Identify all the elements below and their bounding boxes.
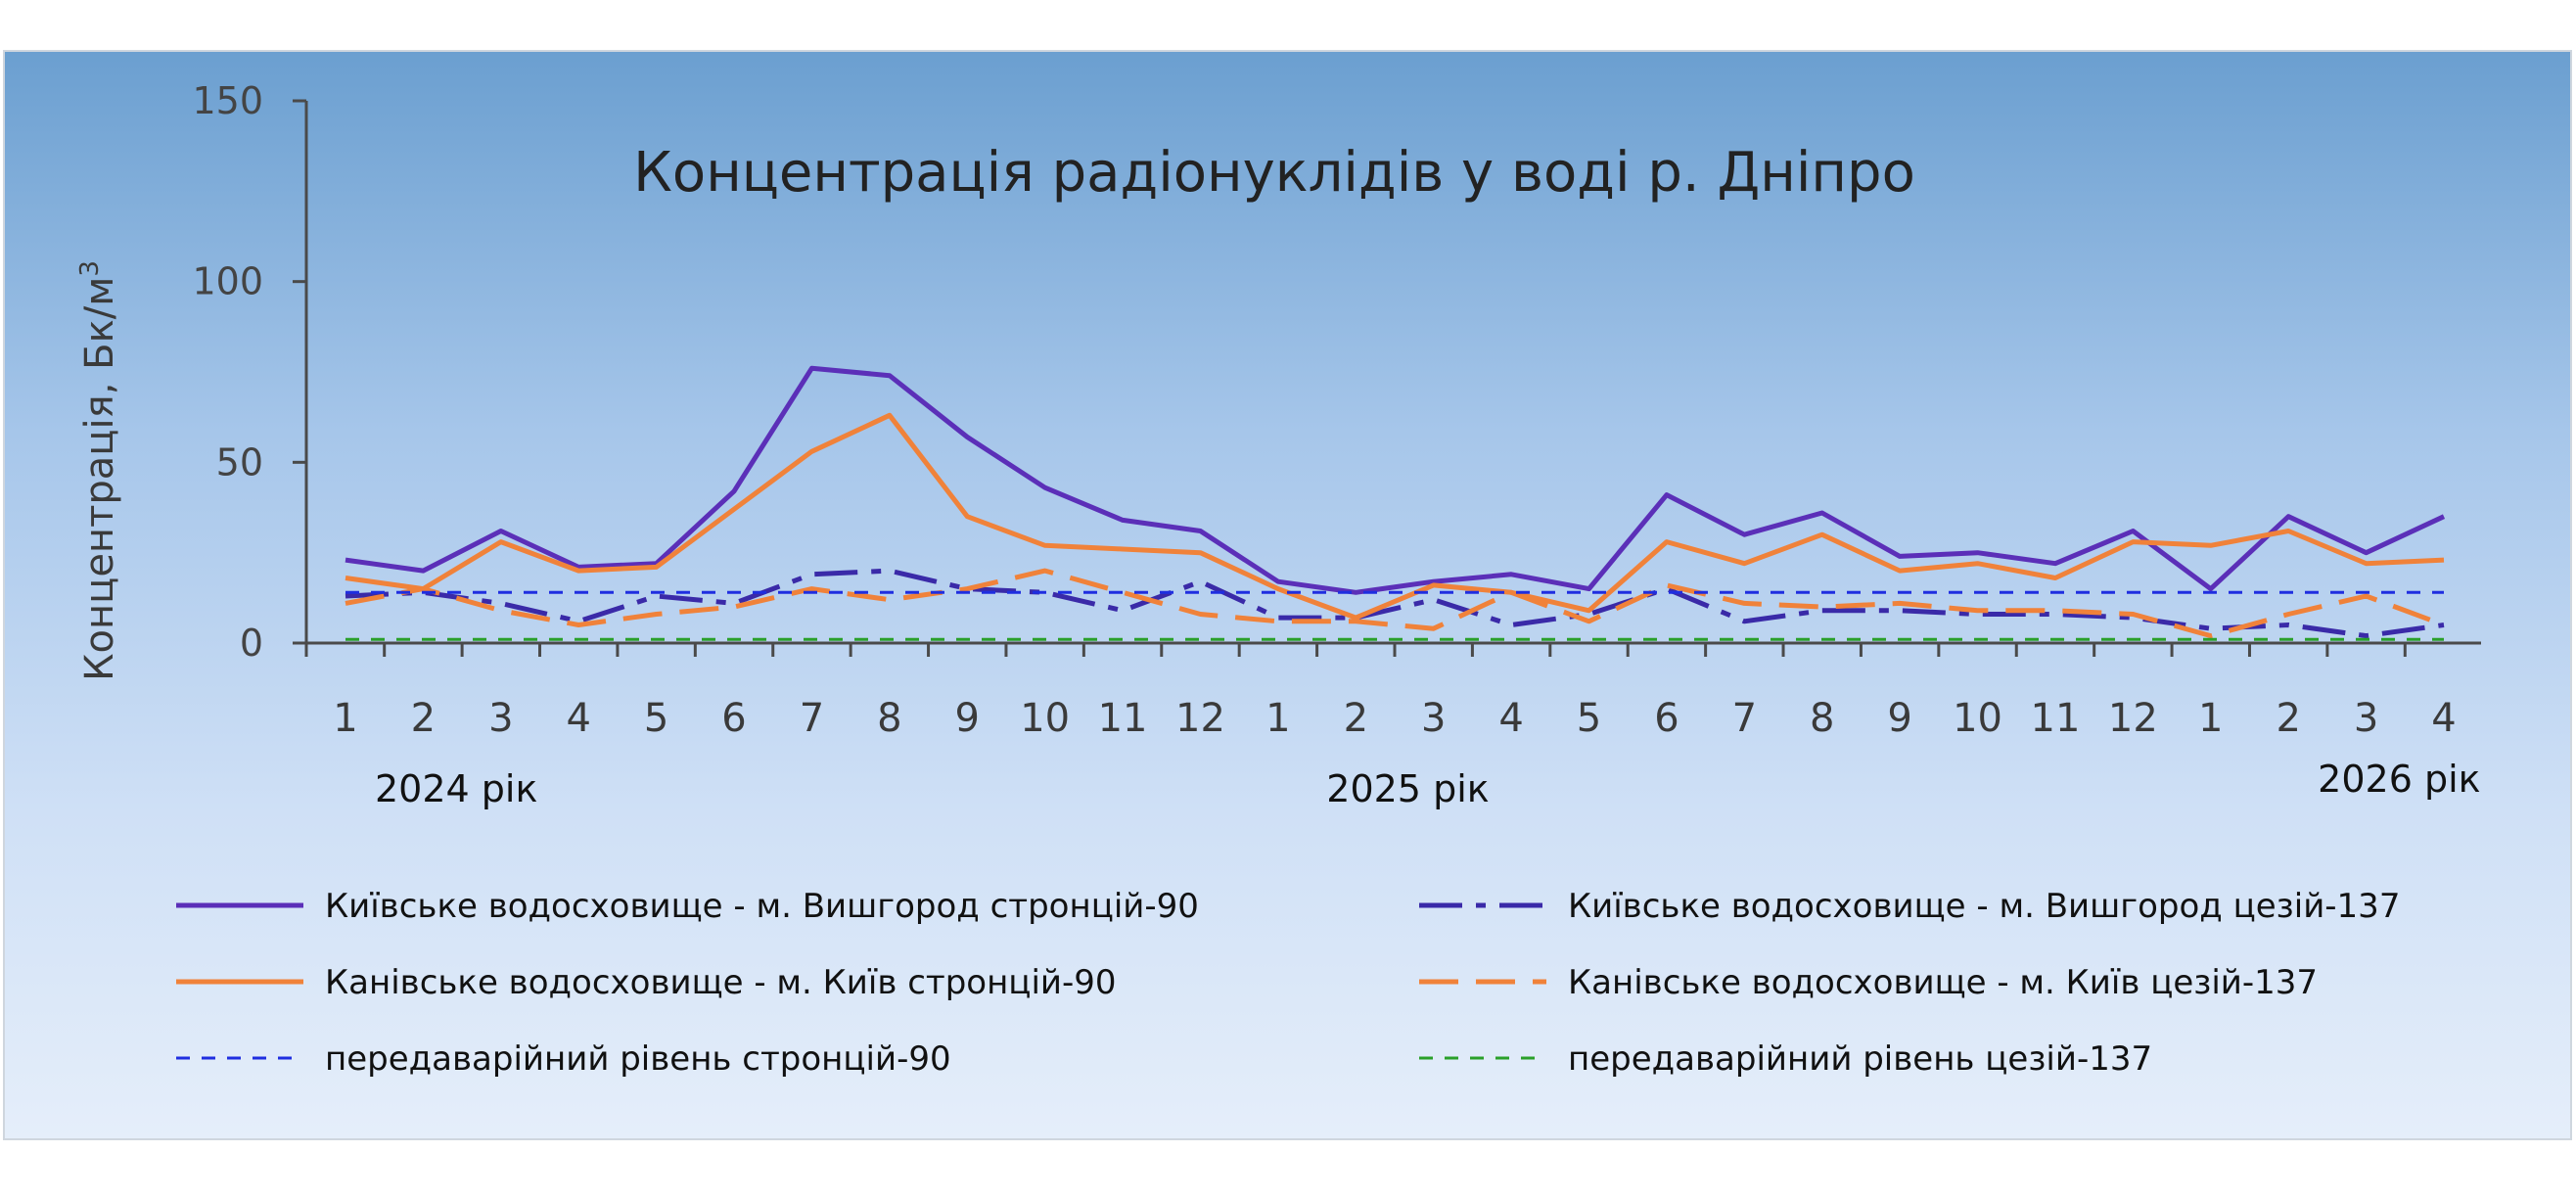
series-line-3	[345, 412, 2445, 621]
x-tick-label: 12	[2108, 696, 2158, 741]
x-tick-label: 1	[333, 696, 357, 741]
x-tick-label: 7	[800, 696, 824, 741]
x-tick-label: 7	[1732, 696, 1757, 741]
chart-panel: Концентрація радіонуклідів у воді р. Дні…	[3, 50, 2572, 1140]
x-tick-label: 1	[2198, 696, 2223, 741]
x-tick-label: 4	[566, 696, 590, 741]
svg-text:Концентрація, Бк/м3: Концентрація, Бк/м3	[75, 260, 122, 681]
x-tick-label: 8	[877, 696, 901, 741]
y-tick-label: 150	[192, 79, 263, 122]
legend-label: Канівське водосховище - м. Київ цезій-13…	[1568, 963, 2318, 1002]
chart-svg: Концентрація радіонуклідів у воді р. Дні…	[75, 79, 2481, 1079]
x-tick-label: 6	[1654, 696, 1679, 741]
y-axis-label-superscript: 3	[75, 260, 105, 277]
y-axis-label-text: Концентрація, Бк/м	[77, 277, 122, 681]
x-tick-label: 4	[1498, 696, 1523, 741]
x-tick-label: 11	[2031, 696, 2081, 741]
legend-label: Київське водосховище - м. Вишгород цезій…	[1568, 887, 2400, 926]
x-tick-label: 5	[644, 696, 668, 741]
x-tick-label: 2	[411, 696, 436, 741]
y-axis-label: Концентрація, Бк/м3	[75, 260, 122, 681]
legend-label: Канівське водосховище - м. Київ стронцій…	[325, 963, 1117, 1002]
x-tick-label: 12	[1175, 696, 1225, 741]
legend-label: передаварійний рівень стронцій-90	[325, 1039, 951, 1079]
x-tick-label: 11	[1098, 696, 1148, 741]
x-tick-label: 3	[488, 696, 513, 741]
x-tick-label: 2	[1344, 696, 1368, 741]
x-tick-label: 1	[1265, 696, 1290, 741]
axes: 0 50 100 150	[192, 79, 2481, 665]
x-tick-label: 3	[1421, 696, 1446, 741]
series-line-2	[345, 568, 2445, 639]
x-tick-label: 9	[955, 696, 980, 741]
legend-label: Київське водосховище - м. Вишгород строн…	[325, 887, 1199, 926]
legend-label: передаварійний рівень цезій-137	[1568, 1039, 2152, 1079]
y-tick-label: 50	[216, 440, 263, 484]
year-label: 2026 рік	[2318, 758, 2480, 801]
chart-title: Концентрація радіонуклідів у воді р. Дні…	[633, 141, 1915, 205]
x-tick-label: 6	[721, 696, 746, 741]
y-tick-label: 0	[240, 622, 263, 665]
series-lines	[345, 365, 2446, 641]
x-tick-label: 3	[2354, 696, 2378, 741]
x-tick-label: 8	[1810, 696, 1834, 741]
x-tick-label: 10	[1953, 696, 2002, 741]
year-label: 2024 рік	[375, 767, 537, 810]
x-tick-label: 4	[2431, 696, 2456, 741]
x-tick-label: 5	[1577, 696, 1601, 741]
x-tick-label: 9	[1887, 696, 1911, 741]
y-tick-label: 100	[192, 260, 263, 303]
x-tick-label: 2	[2276, 696, 2300, 741]
year-label: 2025 рік	[1326, 767, 1489, 810]
series-line-4	[345, 568, 2445, 639]
legend: Київське водосховище - м. Вишгород строн…	[176, 887, 2400, 1079]
series-line-1	[345, 365, 2446, 595]
x-tick-label: 10	[1020, 696, 1070, 741]
